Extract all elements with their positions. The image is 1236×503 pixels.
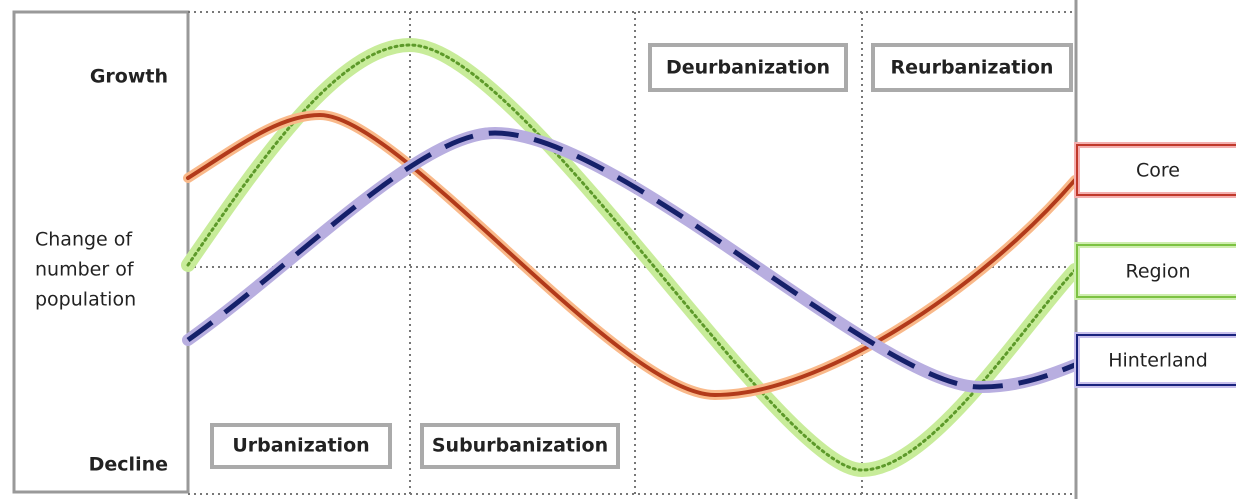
stage-box <box>210 423 392 469</box>
stage-box <box>420 423 620 469</box>
legend-label: Core <box>1136 160 1180 182</box>
stage-label: Deurbanization <box>666 57 830 79</box>
axis-label: population <box>35 289 136 311</box>
legend-box-border <box>1076 144 1236 196</box>
region-glow <box>181 37 1082 478</box>
axis-bottom: Decline <box>89 454 168 476</box>
legend-box-border <box>1076 244 1236 298</box>
stage-label: Urbanization <box>232 435 369 457</box>
legend-label: Region <box>1125 261 1190 283</box>
axis-label: number of <box>35 259 135 281</box>
core-curve <box>186 112 1077 398</box>
region-curve <box>186 43 1077 472</box>
legend-box-border <box>1076 334 1236 386</box>
stage-label: Suburbanization <box>432 435 608 457</box>
axis-label: Change of <box>35 229 133 251</box>
core-glow <box>183 109 1080 401</box>
stage-box <box>648 43 848 92</box>
axis-panel <box>12 10 190 494</box>
hinterland-curve <box>186 130 1076 390</box>
stage-box <box>871 43 1073 92</box>
curves <box>181 37 1082 478</box>
stage-label: Reurbanization <box>891 57 1054 79</box>
hinterland-glow <box>182 126 1081 394</box>
axis-top: Growth <box>90 66 168 88</box>
legend-label: Hinterland <box>1108 350 1208 372</box>
